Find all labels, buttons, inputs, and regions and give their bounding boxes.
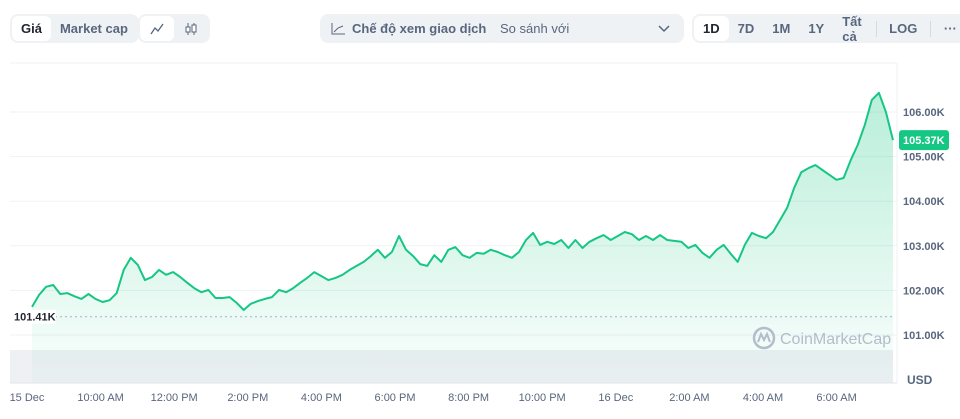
compare-select[interactable]: So sánh với	[486, 14, 684, 43]
x-tick-label: 10:00 AM	[77, 392, 123, 404]
current-price-label: 105.37K	[903, 135, 945, 147]
chevron-down-icon	[658, 24, 670, 32]
y-tick-label: 103.00K	[903, 241, 945, 253]
compare-placeholder: So sánh với	[500, 21, 570, 36]
y-tick-label: 104.00K	[903, 196, 945, 208]
tab-market-cap[interactable]: Market cap	[59, 21, 128, 36]
x-tick-label: 2:00 PM	[227, 392, 268, 404]
x-tick-label: 10:00 PM	[519, 392, 566, 404]
range-1m[interactable]: 1M	[772, 21, 791, 36]
range-toggle: 1D 7D 1M 1Y Tất cả LOG ···	[692, 13, 960, 44]
x-tick-label: 4:00 PM	[301, 392, 342, 404]
open-price-badge	[10, 309, 56, 324]
more-button[interactable]: ···	[943, 21, 957, 36]
trading-view-label: Chế độ xem giao dịch	[352, 21, 487, 36]
price-line	[31, 91, 894, 311]
x-tick-label: 4:00 AM	[743, 392, 783, 404]
x-tick-label: 16 Dec	[598, 392, 633, 404]
chart-type-toggle	[138, 14, 210, 43]
open-price-label: 101.41K	[14, 312, 56, 324]
watermark-text: CoinMarketCap	[780, 331, 891, 348]
x-tick-label: 6:00 AM	[816, 392, 856, 404]
watermark-logo: CoinMarketCap	[752, 326, 891, 350]
price-area	[32, 92, 893, 384]
y-tick-label: 101.00K	[903, 330, 945, 342]
range-1d[interactable]: 1D	[694, 16, 729, 41]
current-price-badge	[899, 130, 949, 151]
x-tick-label: 2:00 AM	[669, 392, 709, 404]
x-tick-label: 8:00 PM	[448, 392, 489, 404]
y-tick-label: 102.00K	[903, 285, 945, 297]
y-tick-label: 105.00K	[903, 152, 945, 164]
divider	[875, 20, 877, 37]
range-1y[interactable]: 1Y	[808, 21, 825, 36]
log-button[interactable]: LOG	[889, 21, 918, 36]
metric-toggle: Giá Market cap	[10, 14, 139, 43]
x-tick-label: 12:00 PM	[151, 392, 198, 404]
range-7d[interactable]: 7D	[737, 21, 755, 36]
x-tick-label: 6:00 PM	[375, 392, 416, 404]
line-chart-icon[interactable]	[140, 16, 174, 41]
candlestick-icon[interactable]	[174, 16, 208, 41]
tab-price[interactable]: Giá	[12, 16, 51, 41]
currency-label: USD	[907, 373, 933, 387]
trading-chart-icon	[331, 22, 345, 34]
x-tick-label: 15 Dec	[10, 392, 45, 404]
range-all[interactable]: Tất cả	[842, 13, 862, 44]
y-tick-label: 106.00K	[903, 107, 945, 119]
divider	[930, 20, 931, 37]
trading-view-button[interactable]: Chế độ xem giao dịch	[320, 14, 498, 43]
